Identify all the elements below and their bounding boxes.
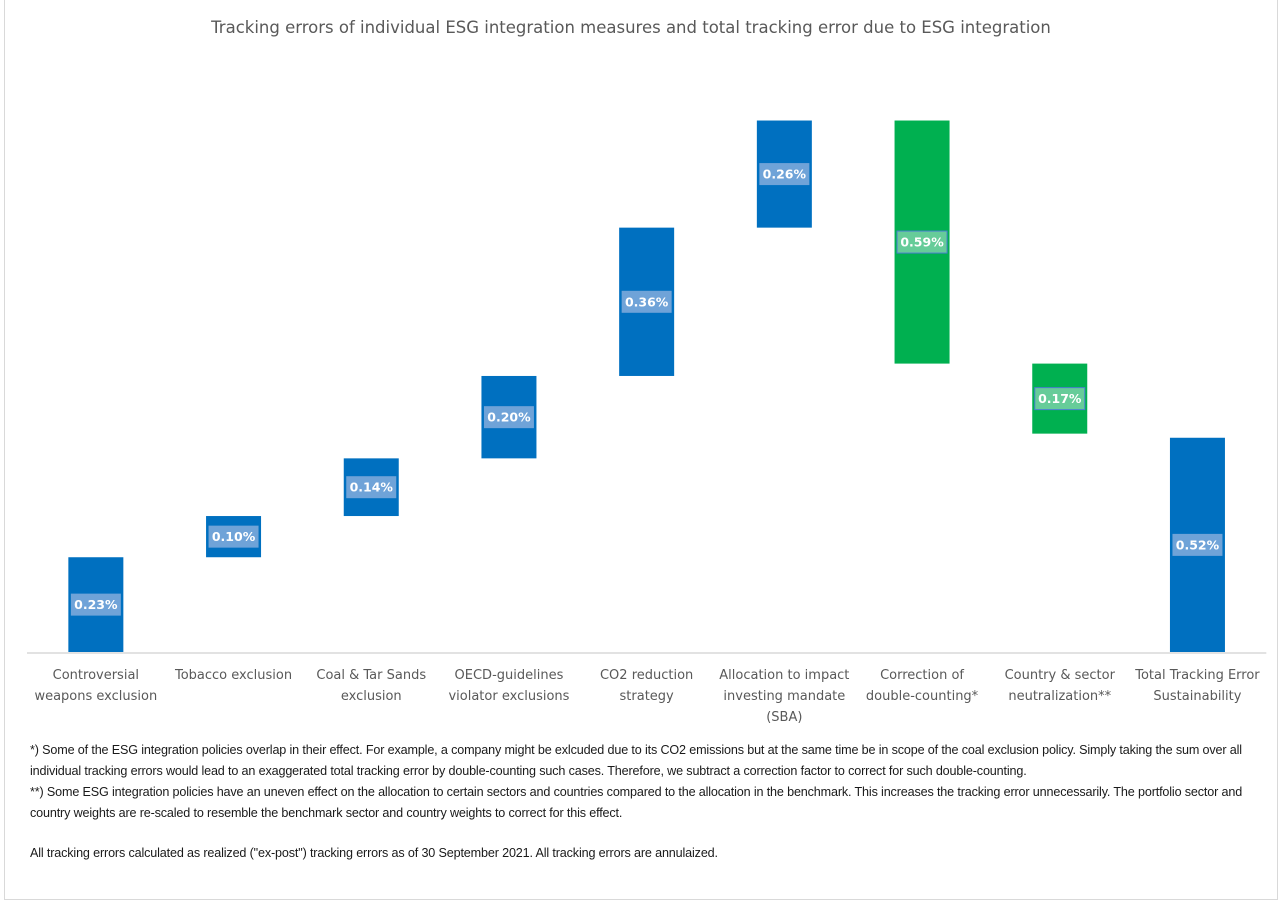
data-label-box-3 — [346, 476, 397, 499]
category-label-2: Tobacco exclusion — [174, 668, 292, 683]
data-label-box-2 — [208, 525, 259, 548]
data-label-box-8 — [1034, 387, 1086, 411]
data-label-7: 0.59% — [900, 235, 944, 250]
data-label-box-9 — [1172, 533, 1223, 556]
category-labels-group: Controversial weapons exclusion Tobacco ex… — [34, 668, 1260, 725]
data-label-box-5 — [621, 290, 672, 313]
data-label-box-6 — [759, 163, 810, 186]
disclaimer-text: All tracking errors calculated as realiz… — [30, 846, 718, 860]
data-label-box-4 — [483, 406, 534, 429]
data-label-4: 0.20% — [487, 410, 531, 425]
data-label-9: 0.52% — [1176, 537, 1220, 552]
data-label-1: 0.23% — [74, 597, 118, 612]
data-label-box-7 — [896, 230, 948, 254]
waterfall-chart: 0.23% 0.10% 0.14% 0.20% 0.36% 0.26% 0.59% 0.17%… — [27, 120, 1267, 725]
footnote-neutralization: **) Some ESG integration policies have a… — [30, 785, 1243, 820]
category-label-6: Allocation to impact investing mandate (SB… — [719, 668, 849, 725]
category-label-9: Total Tracking Error Sustainability — [1134, 668, 1260, 704]
data-label-5: 0.36% — [625, 294, 669, 309]
bars-group: 0.23% 0.10% 0.14% 0.20% 0.36% 0.26% 0.59% 0.17%… — [68, 120, 1225, 652]
category-label-7: Correction of double-counting* — [866, 668, 979, 704]
footnotes: *) Some of the ESG integration policies … — [30, 740, 1270, 864]
category-label-8: Country & sector neutralization** — [1005, 668, 1116, 704]
data-label-2: 0.10% — [212, 529, 256, 544]
category-label-5: CO2 reduction strategy — [600, 668, 693, 704]
category-label-3: Coal & Tar Sands exclusion — [316, 668, 426, 704]
footnote-double-counting: *) Some of the ESG integration policies … — [30, 743, 1242, 778]
data-label-8: 0.17% — [1038, 391, 1082, 406]
chart-title: Tracking errors of individual ESG integr… — [211, 18, 1051, 37]
data-label-box-1 — [70, 593, 121, 616]
data-label-3: 0.14% — [350, 480, 394, 495]
data-label-6: 0.26% — [763, 167, 807, 182]
category-label-1: Controversial weapons exclusion — [34, 668, 157, 704]
category-label-4: OECD-guidelines violator exclusions — [448, 668, 569, 704]
chart-frame — [4, 0, 1278, 900]
